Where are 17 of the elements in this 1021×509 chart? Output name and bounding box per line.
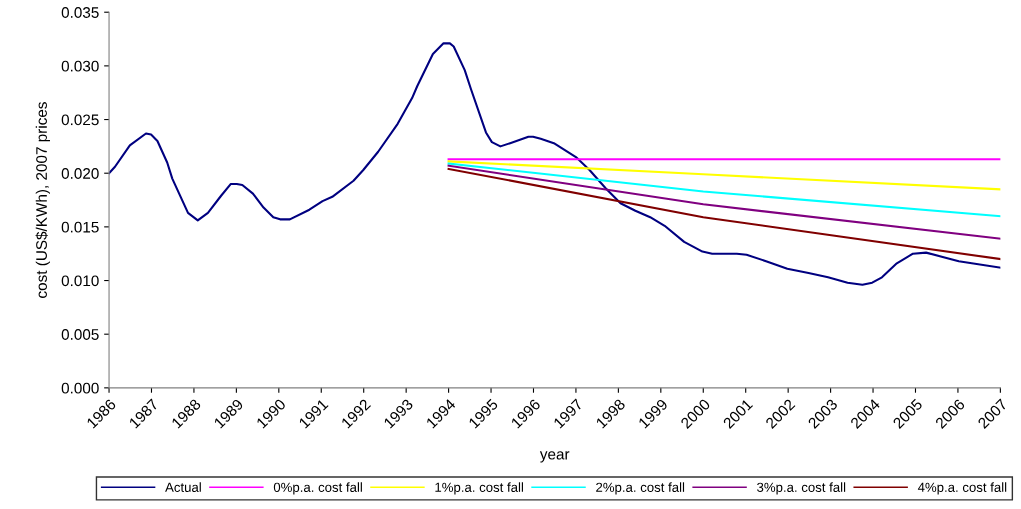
legend-label: 2%p.a. cost fall <box>596 482 685 495</box>
legend-label: Actual <box>165 482 201 492</box>
y-tick-label: 0.005 <box>61 329 99 340</box>
y-tick-label: 0.015 <box>61 221 99 233</box>
y-tick-label: 0.010 <box>61 275 99 287</box>
y-tick-label: 0.030 <box>61 60 99 72</box>
y-tick-label: 0.020 <box>61 168 99 179</box>
y-axis-title: cost (US$/KWh), 2007 prices <box>35 102 50 298</box>
legend-label: 1%p.a. cost fall <box>435 482 523 495</box>
line-series <box>109 42 1001 286</box>
y-tick-label: 0.035 <box>61 7 99 18</box>
legend-label: 3%p.a. cost fall <box>757 482 846 495</box>
legend-label: 0%p.a. cost fall <box>273 482 362 495</box>
y-tick-label: 0.000 <box>61 382 99 394</box>
x-axis-title: year <box>539 451 570 463</box>
legend-label: 4%p.a. cost fall <box>917 482 1007 495</box>
y-tick-label: 0.025 <box>61 114 99 126</box>
